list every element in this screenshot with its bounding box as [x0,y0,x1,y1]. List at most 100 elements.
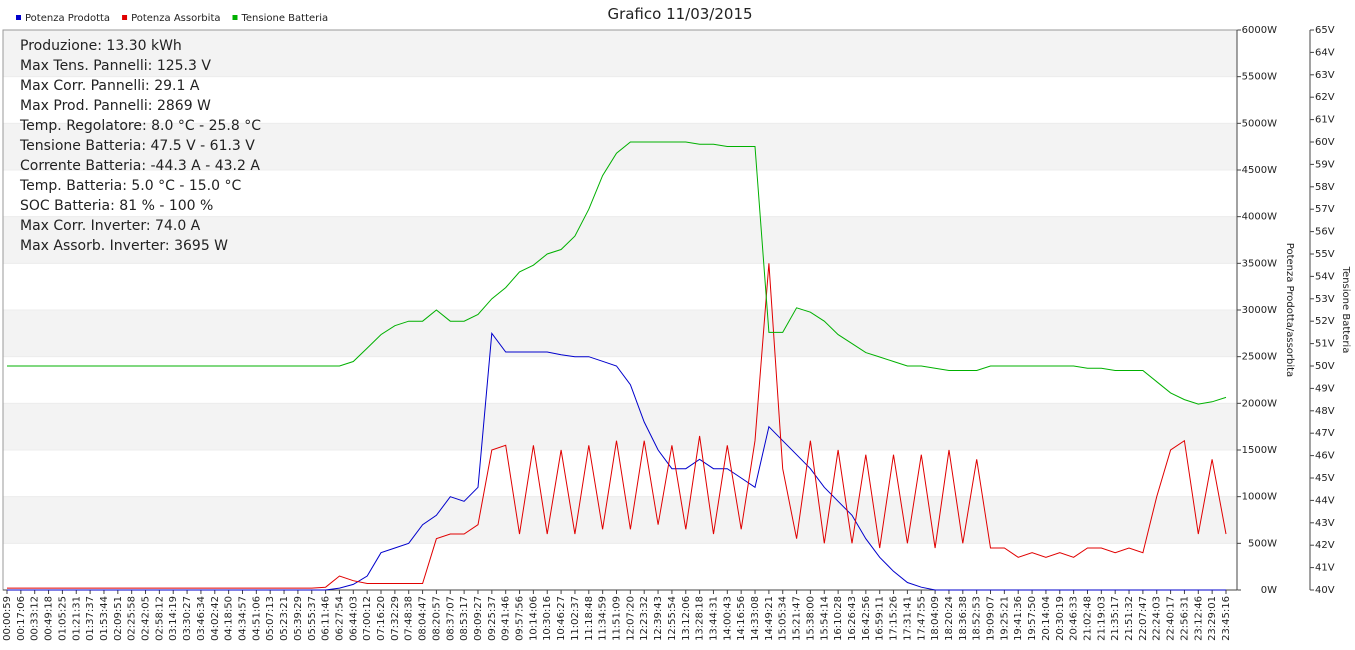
x-tick-label: 23:45:16 [1221,596,1232,641]
y-tick-label: 5000W [1242,118,1277,129]
y2-tick-label: 42V [1315,540,1335,551]
annotation: Corrente Batteria: -44.3 A - 43.2 A [20,158,260,174]
grid-band [3,30,1237,77]
x-tick-label: 17:47:55 [916,596,927,641]
y2-tick-label: 47V [1315,428,1335,439]
y2-tick-label: 40V [1315,585,1335,596]
x-tick-label: 08:53:17 [459,596,470,641]
x-tick-label: 00:49:18 [44,596,55,641]
y-tick-label: 2000W [1242,398,1277,409]
x-tick-label: 12:07:20 [625,596,636,641]
y2-tick-label: 61V [1315,115,1335,126]
y2-tick-label: 58V [1315,182,1335,193]
x-tick-label: 20:14:04 [1041,596,1052,641]
x-tick-label: 14:33:08 [750,596,761,641]
y-tick-label: 2500W [1242,352,1277,363]
annotation: Max Tens. Pannelli: 125.3 V [20,58,211,74]
x-tick-label: 11:34:59 [598,596,609,641]
y2-tick-label: 41V [1315,563,1335,574]
y2-tick-label: 65V [1315,25,1335,36]
y2-tick-label: 49V [1315,383,1335,394]
x-tick-label: 02:42:05 [141,596,152,641]
x-tick-label: 23:12:46 [1193,596,1204,641]
y2-tick-label: 48V [1315,406,1335,417]
x-tick-label: 21:51:32 [1124,596,1135,641]
x-tick-label: 05:07:13 [265,596,276,641]
y2-tick-label: 54V [1315,271,1335,282]
y2-tick-label: 53V [1315,294,1335,305]
x-tick-label: 09:09:27 [473,596,484,641]
annotation: Max Corr. Pannelli: 29.1 A [20,78,200,94]
x-tick-label: 16:26:43 [847,596,858,641]
x-tick-label: 05:23:21 [279,596,290,641]
x-tick-label: 21:19:03 [1096,596,1107,641]
x-tick-label: 11:51:09 [612,596,623,641]
x-tick-label: 22:07:47 [1138,596,1149,641]
x-tick-label: 14:00:43 [722,596,733,641]
x-tick-label: 04:34:57 [237,596,248,641]
legend-swatch [232,15,238,20]
y-tick-label: 1500W [1242,445,1277,456]
annotation: Max Corr. Inverter: 74.0 A [20,218,201,234]
x-tick-label: 01:21:31 [71,596,82,641]
x-tick-label: 20:30:19 [1055,596,1066,641]
chart-title: Grafico 11/03/2015 [607,5,752,23]
x-tick-label: 04:18:50 [224,596,235,641]
y2-tick-label: 51V [1315,339,1335,350]
x-tick-label: 07:48:38 [404,596,415,641]
annotation: Temp. Batteria: 5.0 °C - 15.0 °C [19,178,241,194]
x-tick-label: 17:15:26 [889,596,900,641]
x-tick-label: 16:10:28 [833,596,844,641]
x-tick-label: 16:59:11 [875,596,886,641]
x-tick-label: 03:30:27 [182,596,193,641]
x-tick-label: 15:05:34 [778,596,789,641]
y2-tick-label: 52V [1315,316,1335,327]
x-tick-label: 07:16:20 [376,596,387,641]
x-tick-label: 07:00:12 [362,596,373,641]
y2-tick-label: 46V [1315,451,1335,462]
y2-tick-label: 55V [1315,249,1335,260]
x-tick-label: 09:25:37 [487,596,498,641]
x-tick-label: 06:27:54 [334,596,345,641]
x-tick-label: 19:41:36 [1013,596,1024,641]
y2-tick-label: 57V [1315,204,1335,215]
x-tick-label: 09:41:46 [501,596,512,641]
grid-band [3,403,1237,450]
legend-label: Tensione Batteria [241,13,329,24]
annotation: SOC Batteria: 81 % - 100 % [20,198,213,214]
x-tick-label: 05:39:29 [293,596,304,641]
x-tick-label: 00:00:59 [2,596,13,641]
x-tick-label: 04:02:42 [210,596,221,641]
annotation: Produzione: 13.30 kWh [20,38,182,54]
y2-tick-label: 63V [1315,70,1335,81]
y-tick-label: 6000W [1242,25,1277,36]
x-tick-label: 04:51:06 [251,596,262,641]
y2-tick-label: 50V [1315,361,1335,372]
x-tick-label: 18:52:53 [972,596,983,641]
grid-band [3,123,1237,170]
y2-tick-label: 64V [1315,47,1335,58]
x-tick-label: 21:02:48 [1082,596,1093,641]
y-tick-label: 0W [1261,585,1277,596]
y2-tick-label: 44V [1315,495,1335,506]
legend-swatch [122,15,128,20]
x-tick-label: 12:23:32 [639,596,650,641]
x-tick-label: 18:04:09 [930,596,941,641]
x-tick-label: 19:25:21 [999,596,1010,641]
x-tick-label: 12:55:54 [667,596,678,641]
x-tick-label: 22:40:17 [1166,596,1177,641]
x-tick-label: 19:57:50 [1027,596,1038,641]
x-tick-label: 10:14:06 [528,596,539,641]
x-tick-label: 12:39:43 [653,596,664,641]
x-tick-label: 13:12:06 [681,596,692,641]
annotation: Tensione Batteria: 47.5 V - 61.3 V [19,138,255,154]
y2-tick-label: 45V [1315,473,1335,484]
x-tick-label: 22:24:03 [1152,596,1163,641]
x-tick-label: 01:05:25 [57,596,68,641]
x-tick-label: 07:32:29 [390,596,401,641]
y2-tick-label: 60V [1315,137,1335,148]
x-tick-label: 09:57:56 [515,596,526,641]
x-tick-label: 15:21:47 [792,596,803,641]
x-tick-label: 06:11:46 [321,596,332,641]
